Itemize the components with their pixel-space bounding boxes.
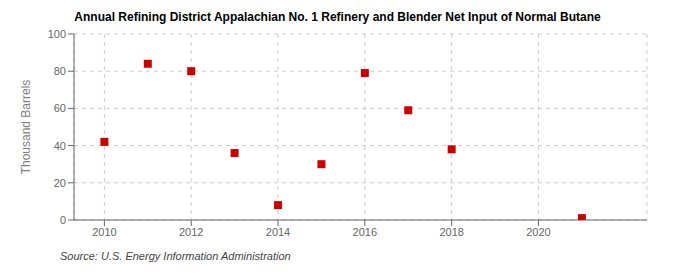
svg-text:20: 20: [54, 177, 66, 189]
html-text:Annual Refining District Appal: Annual Refining District Appalachian No.…: [74, 10, 601, 24]
svg-text:2012: 2012: [179, 226, 203, 238]
svg-text:2018: 2018: [439, 226, 463, 238]
svg-text:60: 60: [54, 102, 66, 114]
svg-text:80: 80: [54, 65, 66, 77]
html-text:Source: U.S. Energy Informatio: Source: U.S. Energy Information Administ…: [60, 250, 291, 262]
svg-text:2016: 2016: [353, 226, 377, 238]
svg-text:40: 40: [54, 140, 66, 152]
svg-text:100: 100: [48, 28, 66, 40]
svg-text:Thousand Barrels: Thousand Barrels: [19, 80, 33, 175]
svg-text:2010: 2010: [92, 226, 116, 238]
svg-text:2020: 2020: [526, 226, 550, 238]
svg-text:2014: 2014: [266, 226, 290, 238]
svg-text:0: 0: [60, 214, 66, 226]
